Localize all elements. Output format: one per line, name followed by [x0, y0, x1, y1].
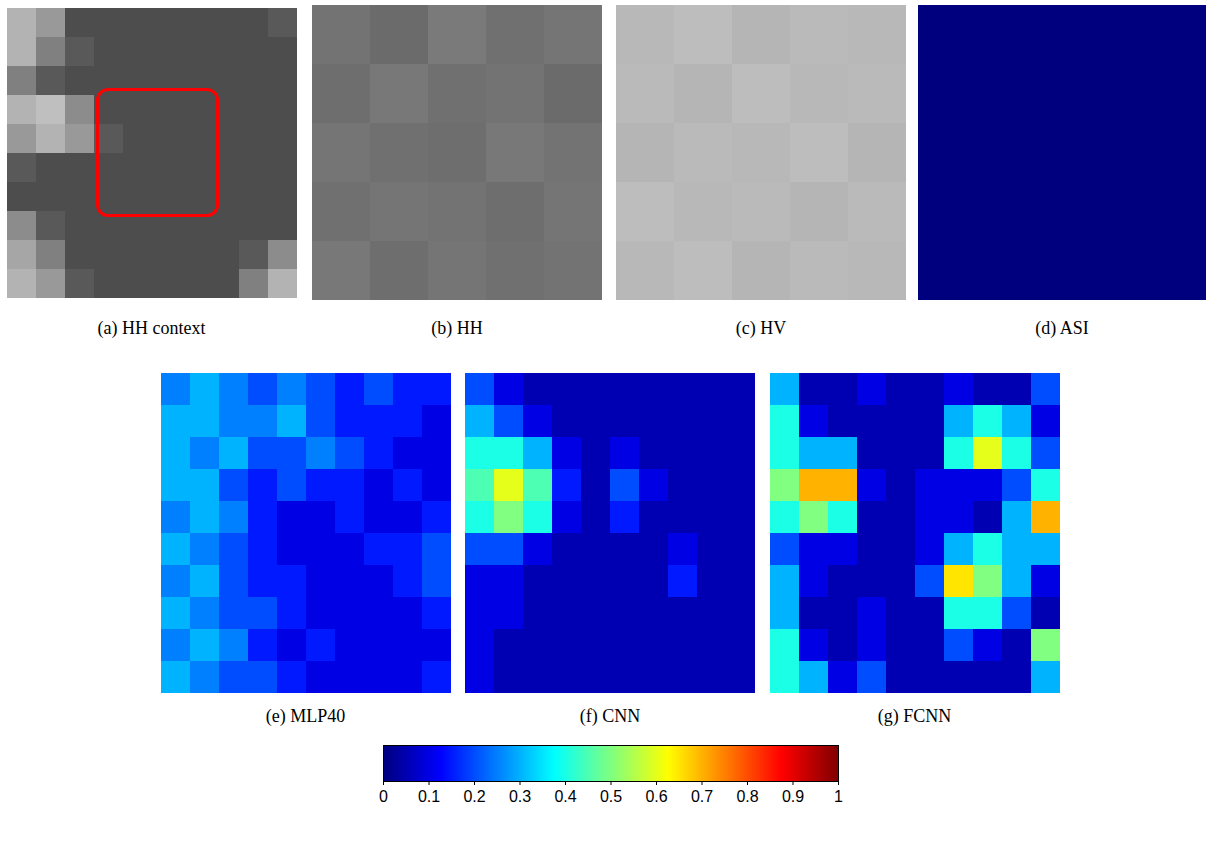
html-text:(e) MLP40: (e) MLP40 — [265, 706, 346, 726]
html-text:(a) HH context: (a) HH context — [97, 318, 206, 338]
svg-text:0.6: 0.6 — [645, 788, 667, 805]
svg-text:0: 0 — [379, 788, 388, 805]
html-text:(c) HV: (c) HV — [735, 318, 787, 338]
svg-text:0.8: 0.8 — [736, 788, 758, 805]
html-text:(d) ASI: (d) ASI — [1035, 318, 1089, 338]
svg-text:0.3: 0.3 — [509, 788, 531, 805]
svg-text:0.9: 0.9 — [782, 788, 804, 805]
svg-text:0.2: 0.2 — [463, 788, 485, 805]
svg-text:0.4: 0.4 — [554, 788, 576, 805]
html-text:(b) HH: (b) HH — [431, 318, 483, 338]
html-text:(f) CNN: (f) CNN — [579, 706, 641, 726]
svg-text:1: 1 — [834, 788, 843, 805]
svg-text:0.5: 0.5 — [600, 788, 622, 805]
html-text:(g) FCNN: (g) FCNN — [877, 706, 952, 726]
svg-text:0.1: 0.1 — [418, 788, 440, 805]
svg-text:0.7: 0.7 — [691, 788, 713, 805]
